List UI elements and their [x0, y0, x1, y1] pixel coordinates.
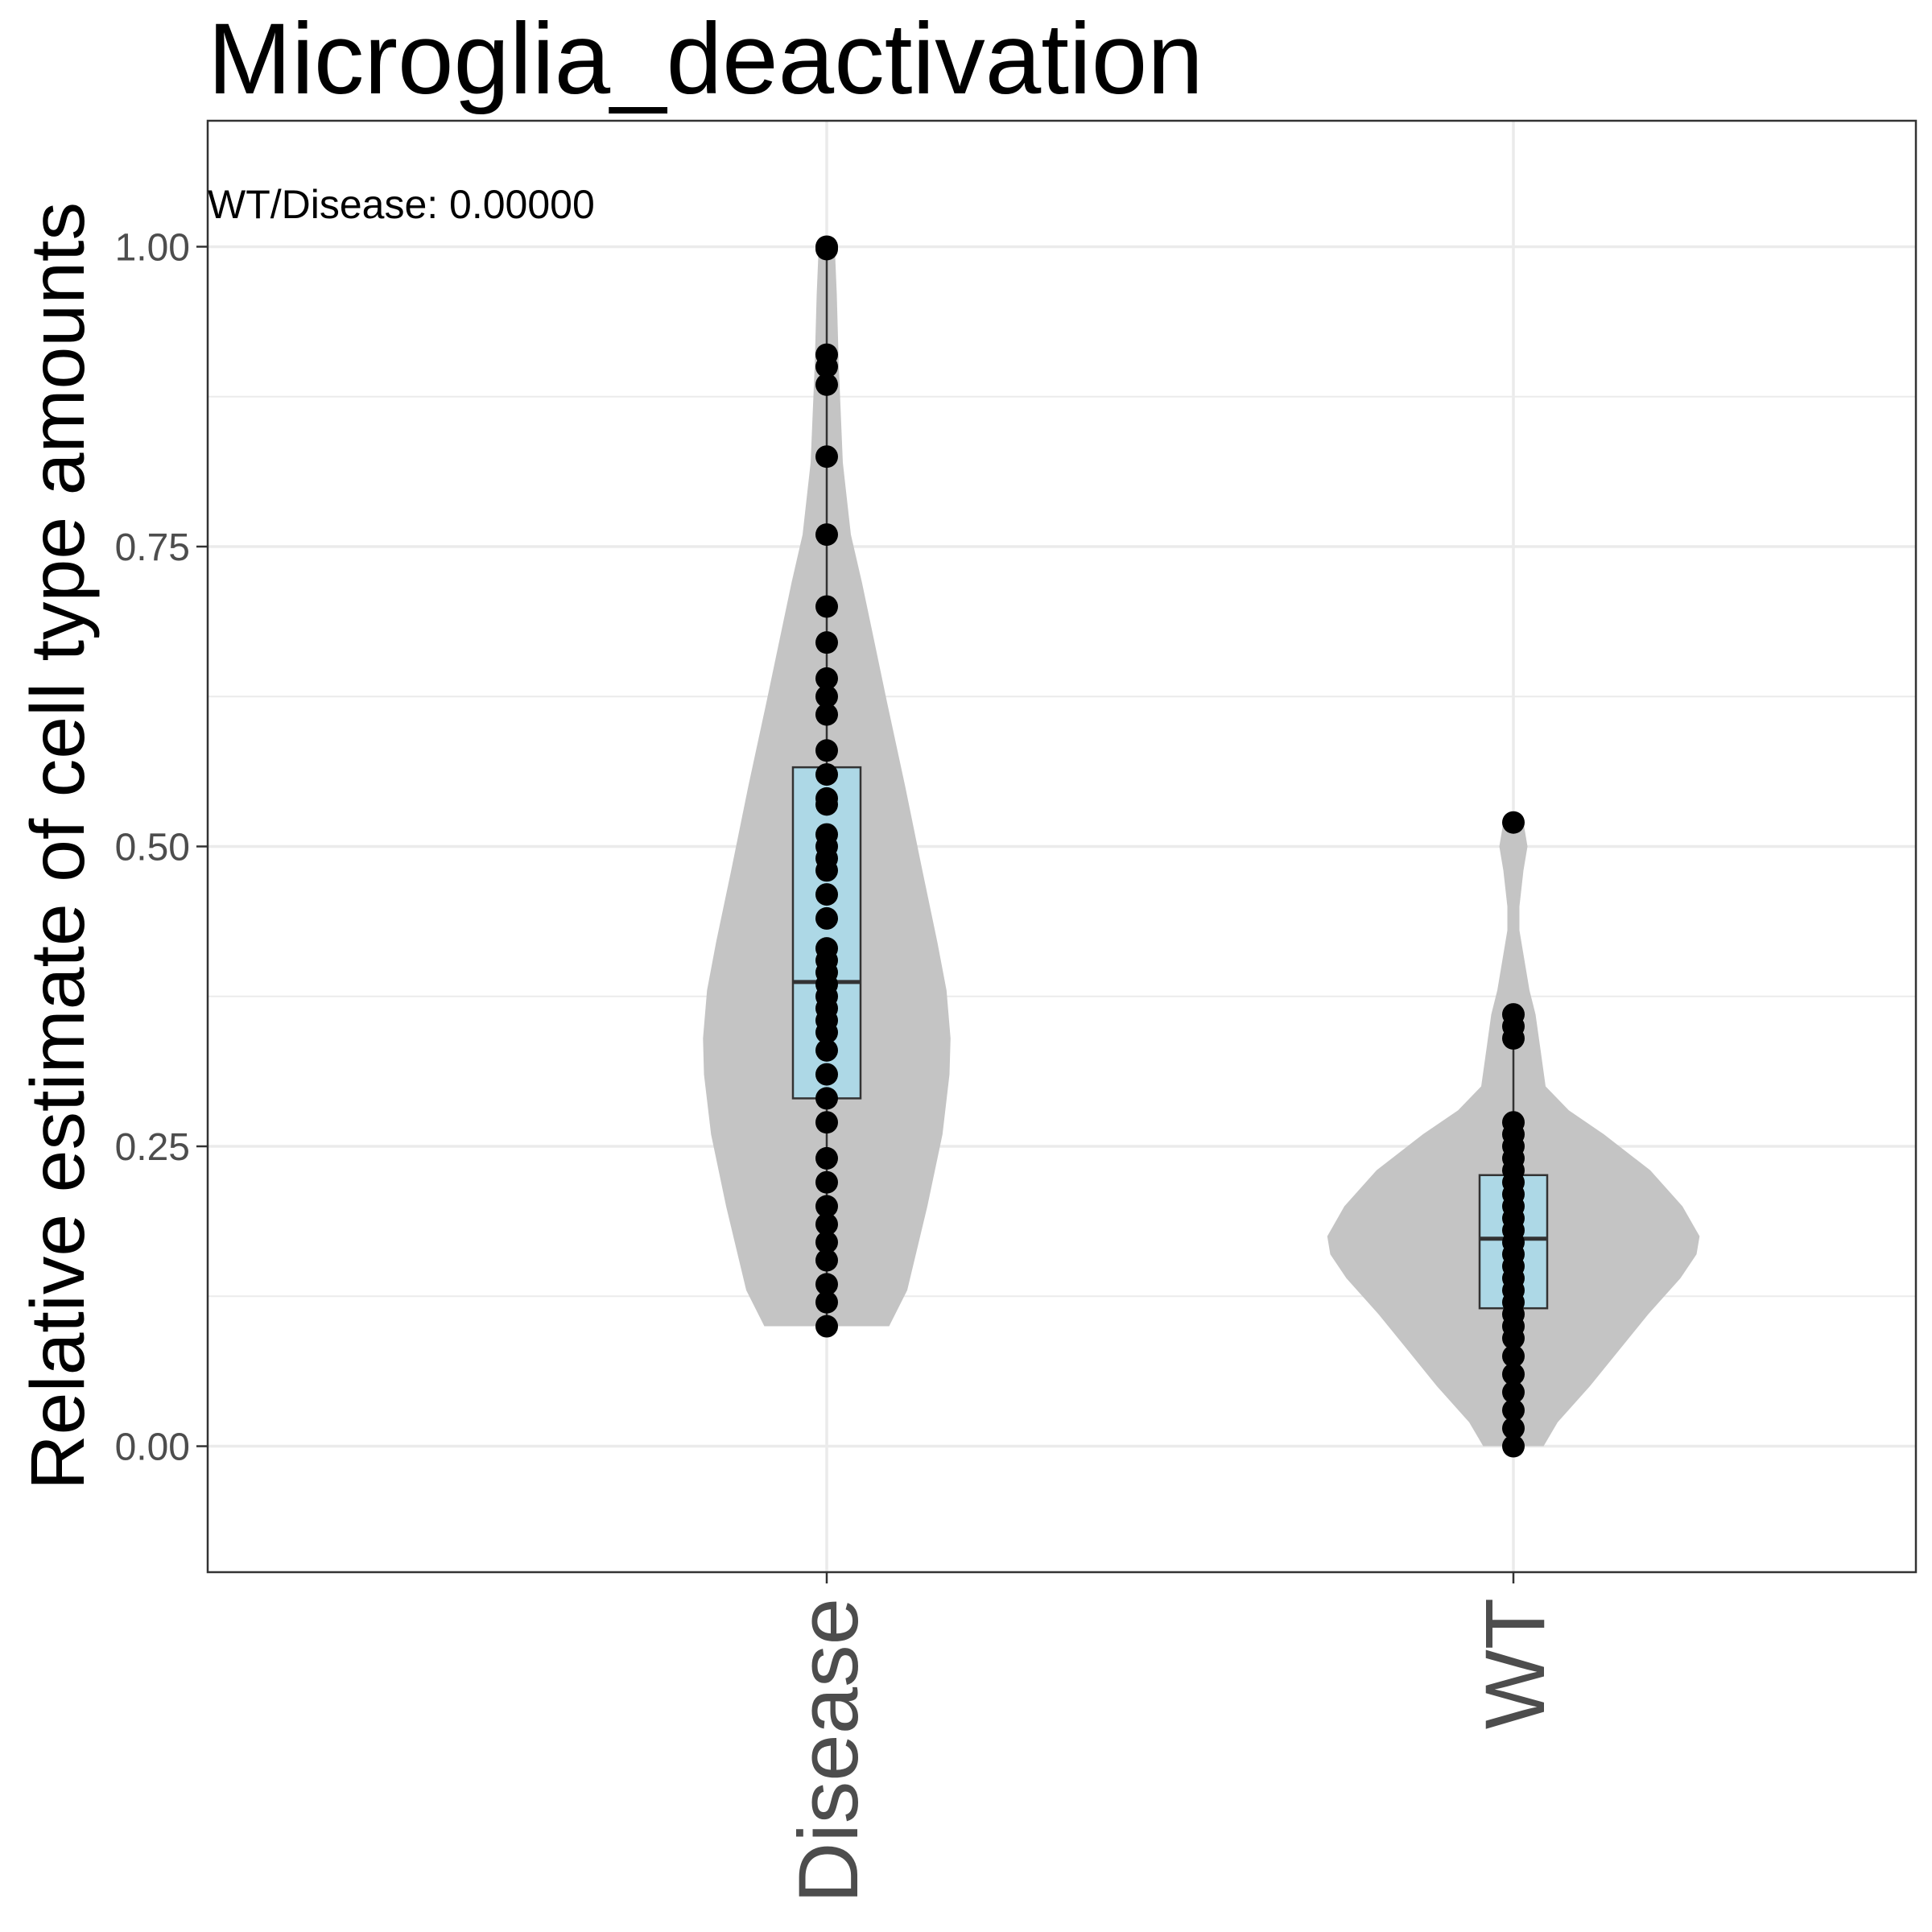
data-point [815, 595, 838, 618]
chart-title: Microglia_deactivation [208, 3, 1203, 115]
data-point [1502, 1111, 1525, 1134]
data-point [815, 1231, 838, 1254]
data-point [815, 823, 838, 846]
data-point [815, 235, 838, 258]
data-point [815, 883, 838, 906]
y-tick-label: 0.25 [115, 1126, 190, 1169]
data-point [815, 667, 838, 690]
data-point [815, 763, 838, 786]
data-point [815, 1170, 838, 1194]
y-axis-label: Relative estimate of cell type amounts [15, 202, 101, 1490]
comparison-annotation: WT/Disease: 0.00000 [208, 182, 595, 227]
data-point [815, 739, 838, 762]
data-point [1502, 1398, 1525, 1422]
y-tick-label: 1.00 [115, 226, 190, 269]
data-point [815, 937, 838, 960]
data-point [815, 1063, 838, 1086]
data-point [815, 373, 838, 396]
data-point [815, 631, 838, 654]
y-tick-label: 0.00 [115, 1426, 190, 1469]
data-point [815, 1195, 838, 1218]
plot-area [206, 119, 1918, 1574]
x-tick-label: WT [1468, 1598, 1563, 1729]
data-point [1502, 811, 1525, 834]
data-point [815, 786, 838, 810]
data-point [1502, 1381, 1525, 1404]
data-point [815, 1249, 838, 1272]
data-point [815, 1273, 838, 1296]
data-point [815, 906, 838, 930]
data-point [815, 523, 838, 547]
data-point [815, 1087, 838, 1110]
data-points [815, 235, 1525, 1458]
data-point [815, 445, 838, 469]
y-tick-label: 0.75 [115, 526, 190, 569]
x-axis: Disease WT [782, 1572, 1563, 1903]
data-point [815, 343, 838, 366]
data-point [815, 685, 838, 708]
data-point [1502, 1417, 1525, 1440]
data-point [815, 1212, 838, 1236]
data-point [815, 1315, 838, 1338]
x-tick-label: Disease [782, 1598, 876, 1903]
data-point [1502, 1344, 1525, 1368]
data-point [815, 1038, 838, 1062]
y-axis: 0.00 0.25 0.50 0.75 1.00 [115, 226, 208, 1469]
data-point [815, 1146, 838, 1170]
data-point [815, 1111, 838, 1134]
data-point [815, 703, 838, 726]
data-point [1502, 1363, 1525, 1386]
data-point [815, 1290, 838, 1314]
data-point [1502, 1435, 1525, 1458]
y-tick-label: 0.50 [115, 827, 190, 869]
data-point [1502, 1003, 1525, 1026]
